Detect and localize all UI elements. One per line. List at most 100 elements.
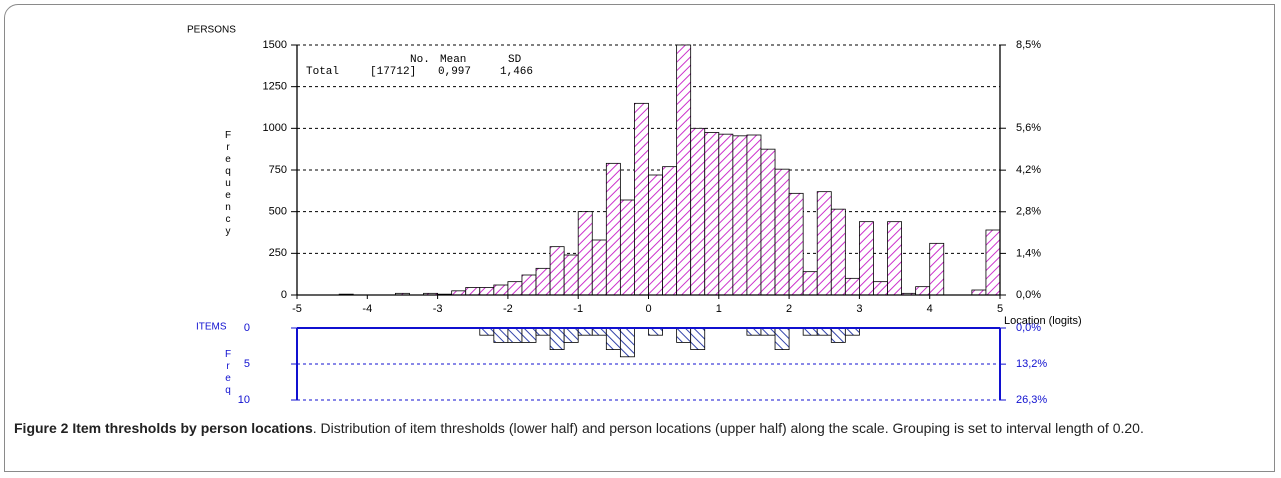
bar — [479, 287, 495, 296]
bar — [830, 327, 846, 343]
x-tick-label: -4 — [362, 303, 372, 315]
bar — [591, 239, 607, 296]
bar — [648, 327, 663, 336]
bar — [774, 327, 790, 351]
y-tick-label: 0 — [244, 322, 250, 334]
y-axis-label: Frequency — [223, 130, 234, 238]
stats-header: SD — [508, 54, 522, 66]
y2-tick-label: 26,3% — [1016, 394, 1047, 406]
bar — [465, 287, 481, 296]
caption-text: . Distribution of item thresholds (lower… — [312, 420, 1144, 436]
bar — [521, 274, 537, 296]
bar — [605, 162, 621, 296]
y-tick-label: 250 — [269, 247, 287, 259]
bar — [563, 327, 579, 343]
bar — [844, 277, 860, 296]
y-axis-label: Freq — [223, 349, 234, 397]
y-tick-label: 10 — [238, 394, 250, 406]
bar — [535, 267, 551, 296]
bar — [732, 135, 748, 296]
x-tick-label: 5 — [997, 303, 1003, 315]
bar — [563, 254, 579, 296]
bar — [619, 199, 635, 296]
x-tick-label: -3 — [433, 303, 443, 315]
bar — [887, 221, 902, 296]
figure-frame — [4, 4, 1275, 472]
bar — [648, 174, 663, 296]
stats-value: [17712] — [370, 66, 416, 78]
bar — [774, 168, 790, 296]
stats-value: 0,997 — [438, 66, 471, 78]
bar — [577, 327, 593, 336]
bar — [676, 44, 692, 296]
y2-tick-label: 8,5% — [1016, 39, 1041, 51]
bar — [662, 166, 678, 296]
bar — [619, 327, 635, 358]
y2-tick-label: 1,4% — [1016, 247, 1041, 259]
x-tick-label: -1 — [573, 303, 583, 315]
bar — [577, 211, 593, 296]
bar — [788, 192, 804, 296]
bar — [844, 327, 860, 336]
x-tick-label: 0 — [645, 303, 651, 315]
bar — [873, 281, 888, 296]
bar — [507, 327, 523, 343]
y2-tick-label: 4,2% — [1016, 164, 1041, 176]
y2-tick-label: 13,2% — [1016, 358, 1047, 370]
y-tick-label: 500 — [269, 206, 287, 218]
bar — [718, 133, 734, 296]
bar — [816, 191, 832, 296]
y2-tick-label: 0,0% — [1016, 322, 1041, 334]
x-tick-label: 2 — [786, 303, 792, 315]
x-tick-label: -2 — [503, 303, 513, 315]
bar — [493, 327, 509, 343]
y2-tick-label: 0,0% — [1016, 289, 1041, 301]
bar — [859, 221, 874, 296]
bar — [760, 148, 776, 296]
bar — [591, 327, 607, 336]
bar — [521, 327, 537, 343]
y2-tick-label: 5,6% — [1016, 122, 1041, 134]
bar — [971, 289, 987, 296]
x-tick-label: 4 — [927, 303, 933, 315]
bar — [549, 327, 565, 351]
bar — [802, 271, 818, 296]
bar — [493, 284, 509, 296]
bar — [634, 102, 649, 296]
bar — [830, 208, 846, 296]
y-tick-label: 1500 — [263, 39, 287, 51]
bar — [816, 327, 832, 336]
bar — [746, 327, 762, 336]
bar — [549, 246, 565, 296]
bar — [929, 242, 945, 296]
bar — [802, 327, 818, 336]
y-tick-label: 5 — [244, 358, 250, 370]
x-tick-label: -5 — [292, 303, 302, 315]
bar — [676, 327, 692, 343]
y2-tick-label: 2,8% — [1016, 206, 1041, 218]
panel-label: PERSONS — [187, 25, 236, 36]
bar — [746, 134, 762, 296]
stats-value: 1,466 — [500, 66, 533, 78]
bar — [690, 327, 706, 351]
bar — [985, 229, 1001, 296]
x-axis-label: Location (logits) — [1004, 315, 1082, 327]
panel-label: ITEMS — [196, 322, 227, 333]
caption-label: Figure 2 Item thresholds by person locat… — [14, 420, 313, 436]
y-tick-label: 1000 — [263, 122, 287, 134]
y-tick-label: 750 — [269, 164, 287, 176]
bar — [760, 327, 776, 336]
x-tick-label: 3 — [856, 303, 862, 315]
stats-header: No. — [410, 54, 430, 66]
x-tick-label: 1 — [716, 303, 722, 315]
bar — [605, 327, 621, 351]
stats-header: Mean — [440, 54, 466, 66]
caption: Figure 2 Item thresholds by person locat… — [14, 418, 1264, 438]
bar — [479, 327, 495, 336]
stats-row-label: Total — [306, 66, 339, 78]
y-tick-label: 1250 — [263, 81, 287, 93]
bar — [704, 132, 720, 296]
bar — [535, 327, 551, 336]
bar — [690, 127, 706, 296]
